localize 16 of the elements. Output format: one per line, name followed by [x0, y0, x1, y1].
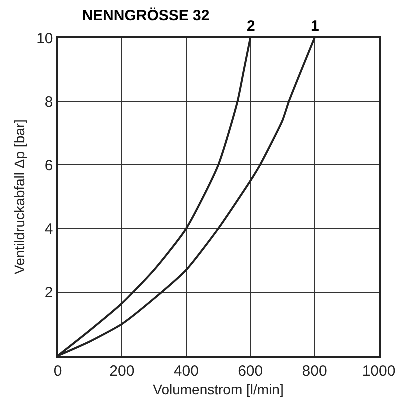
y-tick-label: 2	[44, 284, 54, 302]
y-tick-label: 10	[36, 30, 54, 48]
y-tick-label: 4	[44, 221, 54, 238]
x-axis-title: Volumenstrom [l/min]	[153, 382, 284, 398]
y-tick-label: 6	[44, 157, 54, 174]
x-tick-label: 400	[174, 362, 199, 380]
x-tick-label: 1000	[362, 362, 396, 380]
y-axis-title: Ventildruckabfall Δp [bar]	[12, 120, 28, 274]
y-tick-label: 8	[44, 94, 54, 111]
series-label: 1	[311, 18, 320, 35]
x-tick-label: 800	[302, 362, 328, 380]
x-tick-label: 200	[110, 362, 135, 380]
series-label: 2	[247, 18, 256, 35]
x-tick-label: 0	[54, 362, 62, 380]
chart-title: NENNGRÖSSE 32	[82, 8, 210, 25]
x-tick-label: 600	[238, 362, 264, 380]
